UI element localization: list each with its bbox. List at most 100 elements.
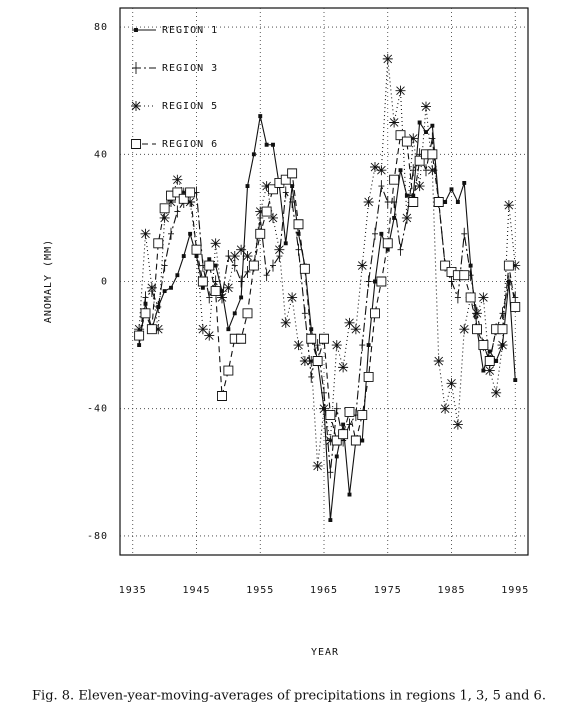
point-marker bbox=[290, 184, 295, 189]
legend-marker bbox=[131, 139, 141, 149]
point-marker bbox=[359, 339, 366, 352]
point-marker bbox=[287, 168, 298, 179]
point-marker bbox=[366, 343, 371, 348]
point-marker bbox=[308, 370, 315, 383]
point-marker bbox=[231, 259, 238, 272]
point-marker bbox=[134, 324, 145, 335]
legend-label: REGION 3 bbox=[162, 63, 218, 74]
point-marker bbox=[503, 260, 514, 271]
point-marker bbox=[373, 279, 377, 284]
legend-marker bbox=[131, 101, 141, 111]
point-marker bbox=[204, 330, 215, 341]
y-tick-label: -80 bbox=[87, 531, 108, 542]
point-marker bbox=[494, 359, 499, 363]
point-marker bbox=[229, 251, 240, 262]
point-marker bbox=[333, 402, 340, 415]
y-tick-label: 80 bbox=[94, 22, 108, 33]
point-marker bbox=[481, 368, 486, 373]
point-marker bbox=[264, 142, 269, 147]
legend-marker bbox=[134, 28, 138, 32]
point-marker bbox=[270, 259, 276, 272]
point-marker bbox=[159, 203, 170, 214]
point-marker bbox=[271, 142, 275, 147]
point-marker bbox=[306, 333, 317, 344]
point-marker bbox=[293, 219, 304, 230]
point-marker bbox=[382, 53, 393, 64]
point-marker bbox=[280, 317, 291, 328]
point-marker bbox=[350, 324, 361, 335]
point-marker bbox=[461, 227, 468, 240]
point-marker bbox=[236, 333, 247, 344]
point-marker bbox=[395, 85, 406, 96]
point-marker bbox=[248, 260, 259, 271]
point-marker bbox=[484, 356, 495, 366]
point-marker bbox=[325, 435, 336, 446]
point-marker bbox=[338, 429, 349, 440]
point-marker bbox=[327, 466, 334, 479]
point-marker bbox=[449, 187, 454, 192]
point-marker bbox=[204, 260, 215, 271]
point-marker bbox=[142, 291, 149, 304]
point-marker bbox=[344, 406, 355, 417]
point-marker bbox=[146, 324, 157, 335]
point-marker bbox=[153, 324, 164, 335]
point-marker bbox=[331, 340, 342, 351]
point-marker bbox=[376, 165, 387, 176]
legend-marker bbox=[133, 62, 139, 74]
point-marker bbox=[162, 289, 167, 293]
point-marker bbox=[328, 518, 333, 522]
point-marker bbox=[244, 265, 251, 278]
point-marker bbox=[392, 215, 397, 220]
point-marker bbox=[472, 308, 482, 319]
point-marker bbox=[344, 317, 355, 328]
point-marker bbox=[484, 365, 495, 376]
point-marker bbox=[289, 195, 296, 208]
point-marker bbox=[299, 356, 310, 367]
point-marker bbox=[166, 196, 176, 207]
point-marker bbox=[223, 365, 234, 376]
point-marker bbox=[261, 206, 272, 217]
point-marker bbox=[299, 263, 310, 274]
point-marker bbox=[238, 275, 245, 288]
point-marker bbox=[306, 356, 317, 367]
series-line bbox=[138, 58, 516, 467]
point-marker bbox=[491, 387, 502, 398]
point-marker bbox=[159, 212, 170, 223]
point-marker bbox=[134, 330, 145, 341]
point-marker bbox=[510, 260, 521, 271]
point-marker bbox=[181, 254, 186, 259]
point-marker bbox=[137, 343, 142, 348]
y-axis-label: ANOMALY (MM) bbox=[43, 239, 54, 323]
point-marker bbox=[433, 356, 444, 367]
point-marker bbox=[370, 162, 380, 173]
point-marker bbox=[497, 340, 508, 351]
point-marker bbox=[178, 187, 189, 198]
point-marker bbox=[363, 371, 374, 382]
y-tick-label: 0 bbox=[101, 277, 108, 288]
point-marker bbox=[153, 238, 164, 249]
point-marker bbox=[401, 212, 412, 223]
point-marker bbox=[185, 196, 196, 207]
point-marker bbox=[365, 275, 372, 288]
point-marker bbox=[372, 227, 378, 240]
point-marker bbox=[287, 292, 298, 303]
point-marker bbox=[446, 378, 457, 389]
point-marker bbox=[346, 418, 353, 431]
point-marker bbox=[347, 492, 352, 497]
point-marker bbox=[505, 275, 512, 288]
point-marker bbox=[430, 123, 435, 128]
point-marker bbox=[497, 324, 508, 335]
x-tick-label: 1955 bbox=[246, 585, 274, 596]
point-marker bbox=[242, 251, 253, 262]
point-marker bbox=[427, 165, 438, 176]
x-tick-label: 1935 bbox=[119, 585, 147, 596]
point-marker bbox=[440, 403, 451, 414]
point-marker bbox=[295, 243, 302, 256]
point-marker bbox=[443, 200, 448, 204]
point-marker bbox=[197, 276, 208, 287]
point-marker bbox=[389, 174, 400, 185]
series-line bbox=[138, 138, 516, 473]
point-marker bbox=[263, 269, 270, 282]
point-marker bbox=[360, 438, 365, 443]
